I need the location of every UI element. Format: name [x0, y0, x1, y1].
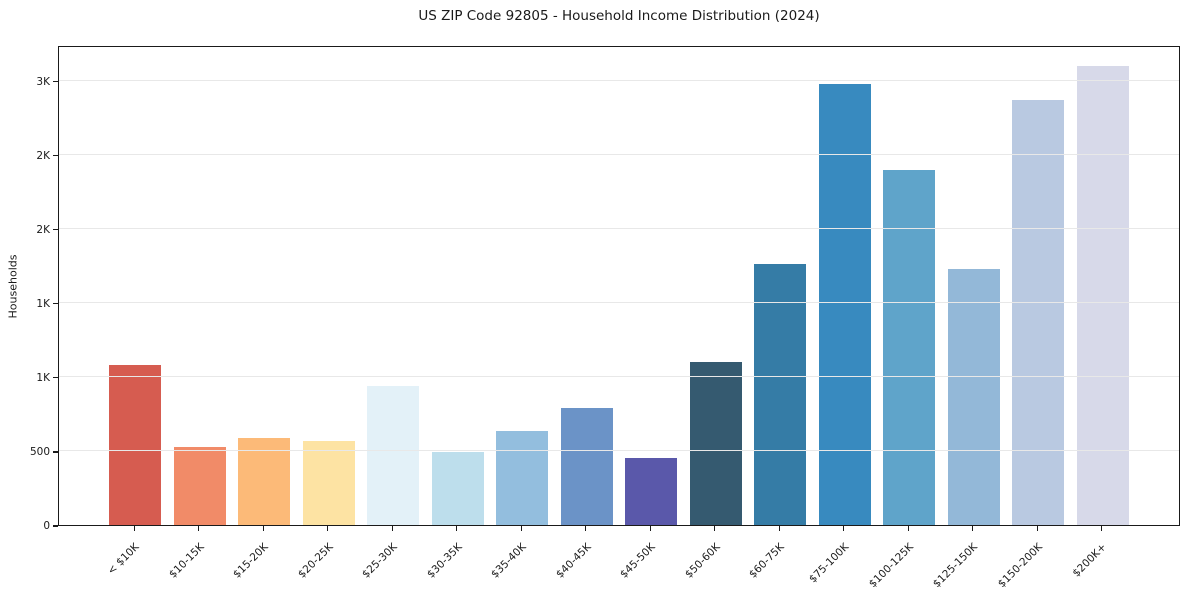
x-tick-label: $125-150K [931, 541, 981, 590]
y-tick-label: 2K [36, 149, 50, 162]
y-tick-mark [53, 80, 58, 83]
y-tick-mark [53, 451, 58, 453]
x-tick-label: < $10K [105, 541, 142, 578]
y-tick-label: 500 [29, 445, 50, 458]
gridline [59, 375, 1179, 377]
x-tick-mark [133, 526, 135, 531]
bar-$10-15K [173, 447, 226, 525]
x-tick-label: $100-125K [866, 541, 916, 590]
x-tick-mark [843, 526, 845, 531]
bar-$35-40K [496, 430, 549, 525]
bar-$45-50K [625, 457, 678, 525]
x-tick-mark [327, 526, 329, 531]
bar-$125-150K [947, 269, 1000, 525]
x-tick-mark [714, 526, 716, 531]
y-tick-label: 0 [43, 520, 50, 532]
gridline [59, 449, 1179, 451]
x-tick-label: $40-45K [553, 541, 594, 581]
y-tick-mark [53, 229, 58, 231]
x-tick-label: $60-75K [747, 541, 787, 581]
bar-$40-45K [560, 407, 613, 525]
x-tick-label: $150-200K [995, 541, 1045, 590]
x-tick-mark [391, 526, 393, 531]
bar-$60-75K [754, 263, 807, 525]
bar-$25-30K [367, 385, 420, 525]
bar-$200K+ [1076, 66, 1129, 525]
bar-$15-20K [238, 438, 291, 525]
y-tick-label: 2K [36, 223, 50, 236]
y-tick-label: 1K [36, 371, 50, 384]
x-tick-label: $10-15K [166, 541, 207, 581]
x-tick-mark [778, 526, 780, 531]
x-tick-label: $45-50K [618, 541, 658, 581]
x-tick-label: $35-40K [489, 541, 529, 581]
x-tick-mark [456, 526, 458, 531]
x-tick-label: $15-20K [231, 541, 271, 581]
x-tick-mark [198, 526, 200, 531]
bar-$20-25K [302, 440, 355, 525]
x-tick-label: $20-25K [295, 541, 336, 581]
gridline [59, 227, 1179, 229]
x-tick-mark [972, 526, 974, 531]
bar-< $10K [109, 365, 162, 525]
y-tick-mark [53, 303, 58, 305]
x-tick-mark [1101, 526, 1103, 531]
y-tick-label: 1K [36, 297, 50, 310]
y-tick-mark [53, 155, 58, 157]
bar-$50-60K [689, 362, 742, 525]
gridline [59, 301, 1179, 303]
gridline [59, 79, 1179, 81]
x-tick-label: $75-100K [806, 541, 852, 586]
x-tick-label: $25-30K [360, 541, 400, 581]
x-tick-label: $200K+ [1070, 541, 1110, 580]
chart-title: US ZIP Code 92805 - Household Income Dis… [418, 8, 820, 24]
x-tick-mark [907, 526, 909, 531]
y-axis-title: Households [6, 254, 20, 319]
x-tick-mark [649, 526, 651, 531]
x-tick-mark [585, 526, 587, 531]
y-tick-mark [53, 525, 58, 527]
x-tick-label: $30-35K [424, 541, 465, 581]
bar-$100-125K [883, 170, 936, 525]
y-tick-mark [53, 377, 58, 379]
bar-$30-35K [431, 452, 484, 525]
x-tick-mark [520, 526, 522, 531]
bar-$150-200K [1012, 99, 1065, 525]
gridline [59, 153, 1179, 155]
bar-$75-100K [818, 84, 871, 525]
x-tick-mark [262, 526, 264, 531]
plot-area [58, 46, 1180, 526]
y-tick-label: 3K [36, 75, 50, 88]
x-tick-mark [1036, 526, 1038, 531]
x-tick-label: $50-60K [682, 541, 723, 581]
